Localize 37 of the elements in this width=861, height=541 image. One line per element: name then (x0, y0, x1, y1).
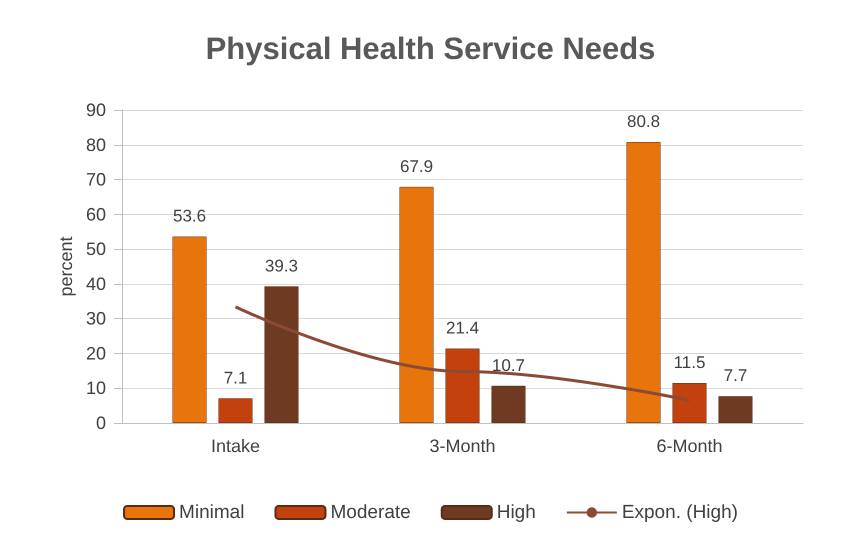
bar (718, 396, 752, 423)
chart-title: Physical Health Service Needs (206, 31, 656, 66)
y-axis-title: percent (56, 236, 76, 297)
y-tick-label: 50 (86, 239, 106, 260)
data-label: 21.4 (446, 318, 480, 338)
data-label: 11.5 (674, 353, 706, 372)
legend-label: Expon. (High) (622, 502, 738, 523)
bar (172, 236, 207, 423)
bar (626, 142, 661, 423)
data-label: 10.7 (492, 356, 526, 375)
bar (445, 348, 480, 423)
data-label: 7.7 (724, 366, 748, 386)
y-tick-label: 70 (86, 170, 106, 190)
legend-label: Moderate (330, 502, 411, 523)
y-tick-label: 80 (86, 134, 106, 155)
bar (672, 383, 707, 423)
bar (218, 398, 253, 423)
y-tick-label: 40 (86, 274, 106, 294)
y-tick-label: 10 (86, 378, 106, 398)
data-label: 80.8 (626, 112, 660, 131)
legend-label: High (496, 502, 536, 523)
y-tick-label: 60 (86, 204, 106, 224)
y-tick-label: 30 (86, 308, 106, 329)
bar (264, 286, 298, 423)
bar (400, 186, 434, 423)
y-tick-label: 20 (86, 343, 106, 364)
y-tick-label: 0 (96, 413, 106, 433)
data-label: 53.6 (172, 206, 206, 226)
data-label: 7.1 (224, 368, 248, 388)
data-label: 67.9 (400, 156, 434, 176)
x-tick-label: 6-Month (656, 436, 723, 456)
x-tick-label: 3-Month (429, 436, 496, 456)
legend-label: Minimal (179, 502, 244, 523)
bar (491, 386, 526, 423)
data-label: 39.3 (264, 256, 298, 276)
y-tick-label: 90 (86, 100, 106, 120)
x-tick-label: Intake (210, 436, 260, 456)
